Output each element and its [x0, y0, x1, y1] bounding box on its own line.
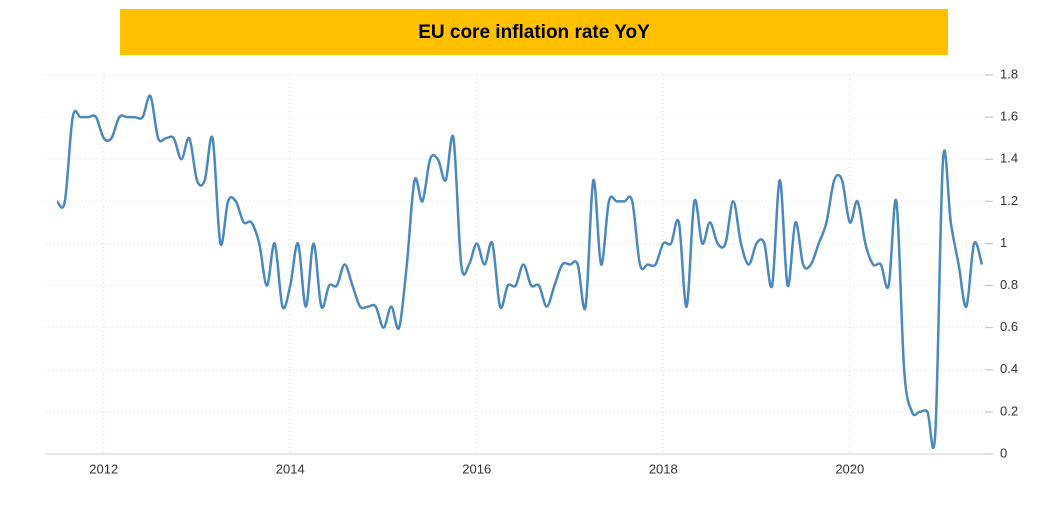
y-tick-label: 1.6: [1000, 109, 1018, 124]
x-tick-label: 2014: [276, 461, 305, 476]
y-tick-label: 1.8: [1000, 66, 1018, 81]
y-tick-label: 0.2: [1000, 403, 1018, 418]
y-tick-label: 1.2: [1000, 193, 1018, 208]
chart-title: EU core inflation rate YoY: [418, 22, 650, 43]
y-tick-label: 0: [1000, 445, 1007, 460]
x-tick-label: 2016: [462, 461, 491, 476]
x-tick-label: 2020: [835, 461, 864, 476]
x-tick-label: 2018: [649, 461, 678, 476]
x-tick-label: 2012: [89, 461, 118, 476]
y-tick-label: 0.4: [1000, 361, 1018, 376]
y-tick-label: 0.8: [1000, 277, 1018, 292]
y-tick-label: 1: [1000, 235, 1007, 250]
y-tick-label: 0.6: [1000, 319, 1018, 334]
y-tick-label: 1.4: [1000, 151, 1018, 166]
data-line: [55, 94, 984, 450]
title-banner: [120, 9, 948, 55]
